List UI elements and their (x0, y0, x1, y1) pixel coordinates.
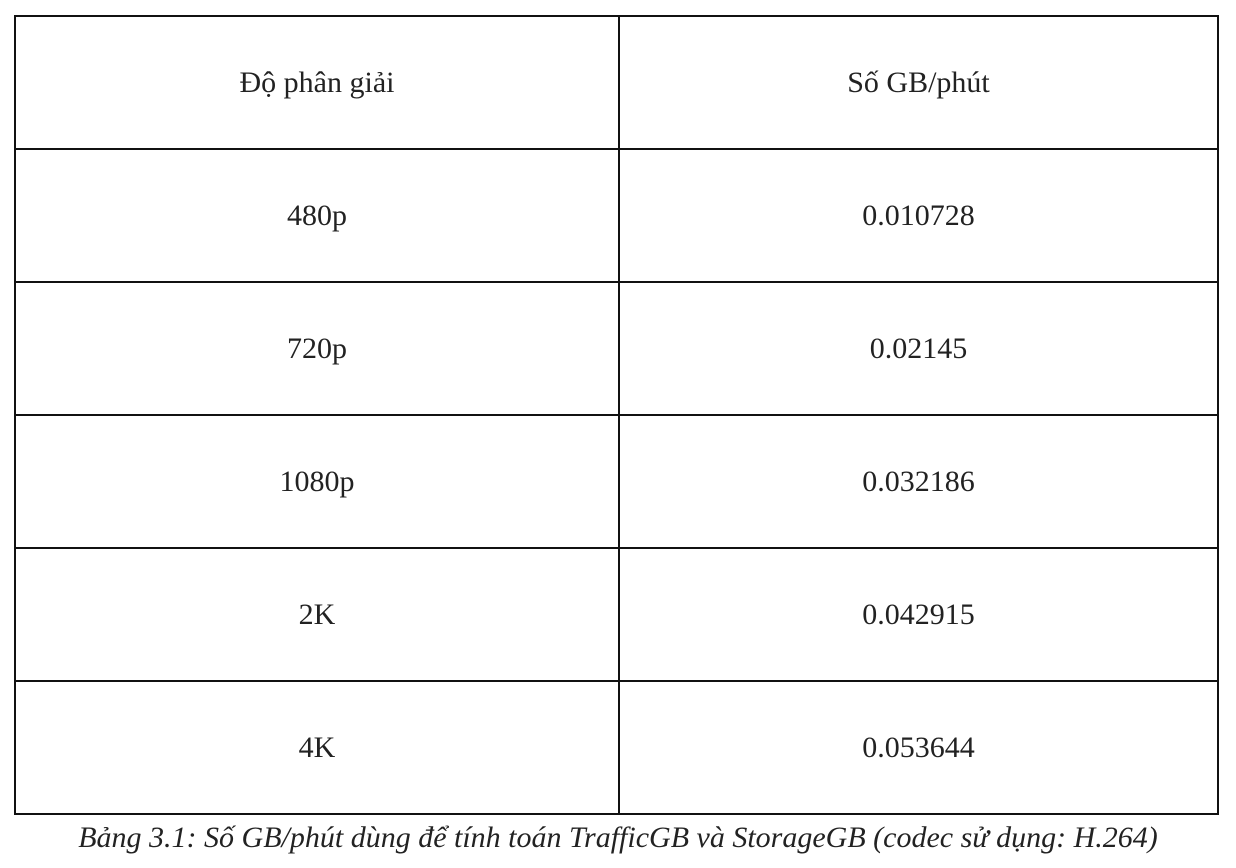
table-caption: Bảng 3.1: Số GB/phút dùng để tính toán T… (78, 821, 1158, 854)
table-row: 720p 0.02145 (14, 281, 1219, 416)
resolution-cell: 480p (14, 148, 620, 283)
table-row: 1080p 0.032186 (14, 414, 1219, 549)
gb-per-minute-cell: 0.02145 (618, 281, 1219, 416)
resolution-cell: 4K (14, 680, 620, 815)
table-row: 2K 0.042915 (14, 547, 1219, 682)
gb-per-minute-cell: 0.053644 (618, 680, 1219, 815)
header-gb-per-minute: Số GB/phút (618, 15, 1219, 150)
gb-per-minute-cell: 0.032186 (618, 414, 1219, 549)
gb-per-minute-table: Độ phân giải Số GB/phút 480p 0.010728 720p… (14, 15, 1219, 815)
table-header-row: Độ phân giải Số GB/phút (14, 15, 1219, 150)
resolution-cell: 2K (14, 547, 620, 682)
resolution-cell: 1080p (14, 414, 620, 549)
table-row: 480p 0.010728 (14, 148, 1219, 283)
header-resolution: Độ phân giải (14, 15, 620, 150)
gb-per-minute-cell: 0.042915 (618, 547, 1219, 682)
resolution-cell: 720p (14, 281, 620, 416)
gb-per-minute-cell: 0.010728 (618, 148, 1219, 283)
table-row: 4K 0.053644 (14, 680, 1219, 815)
